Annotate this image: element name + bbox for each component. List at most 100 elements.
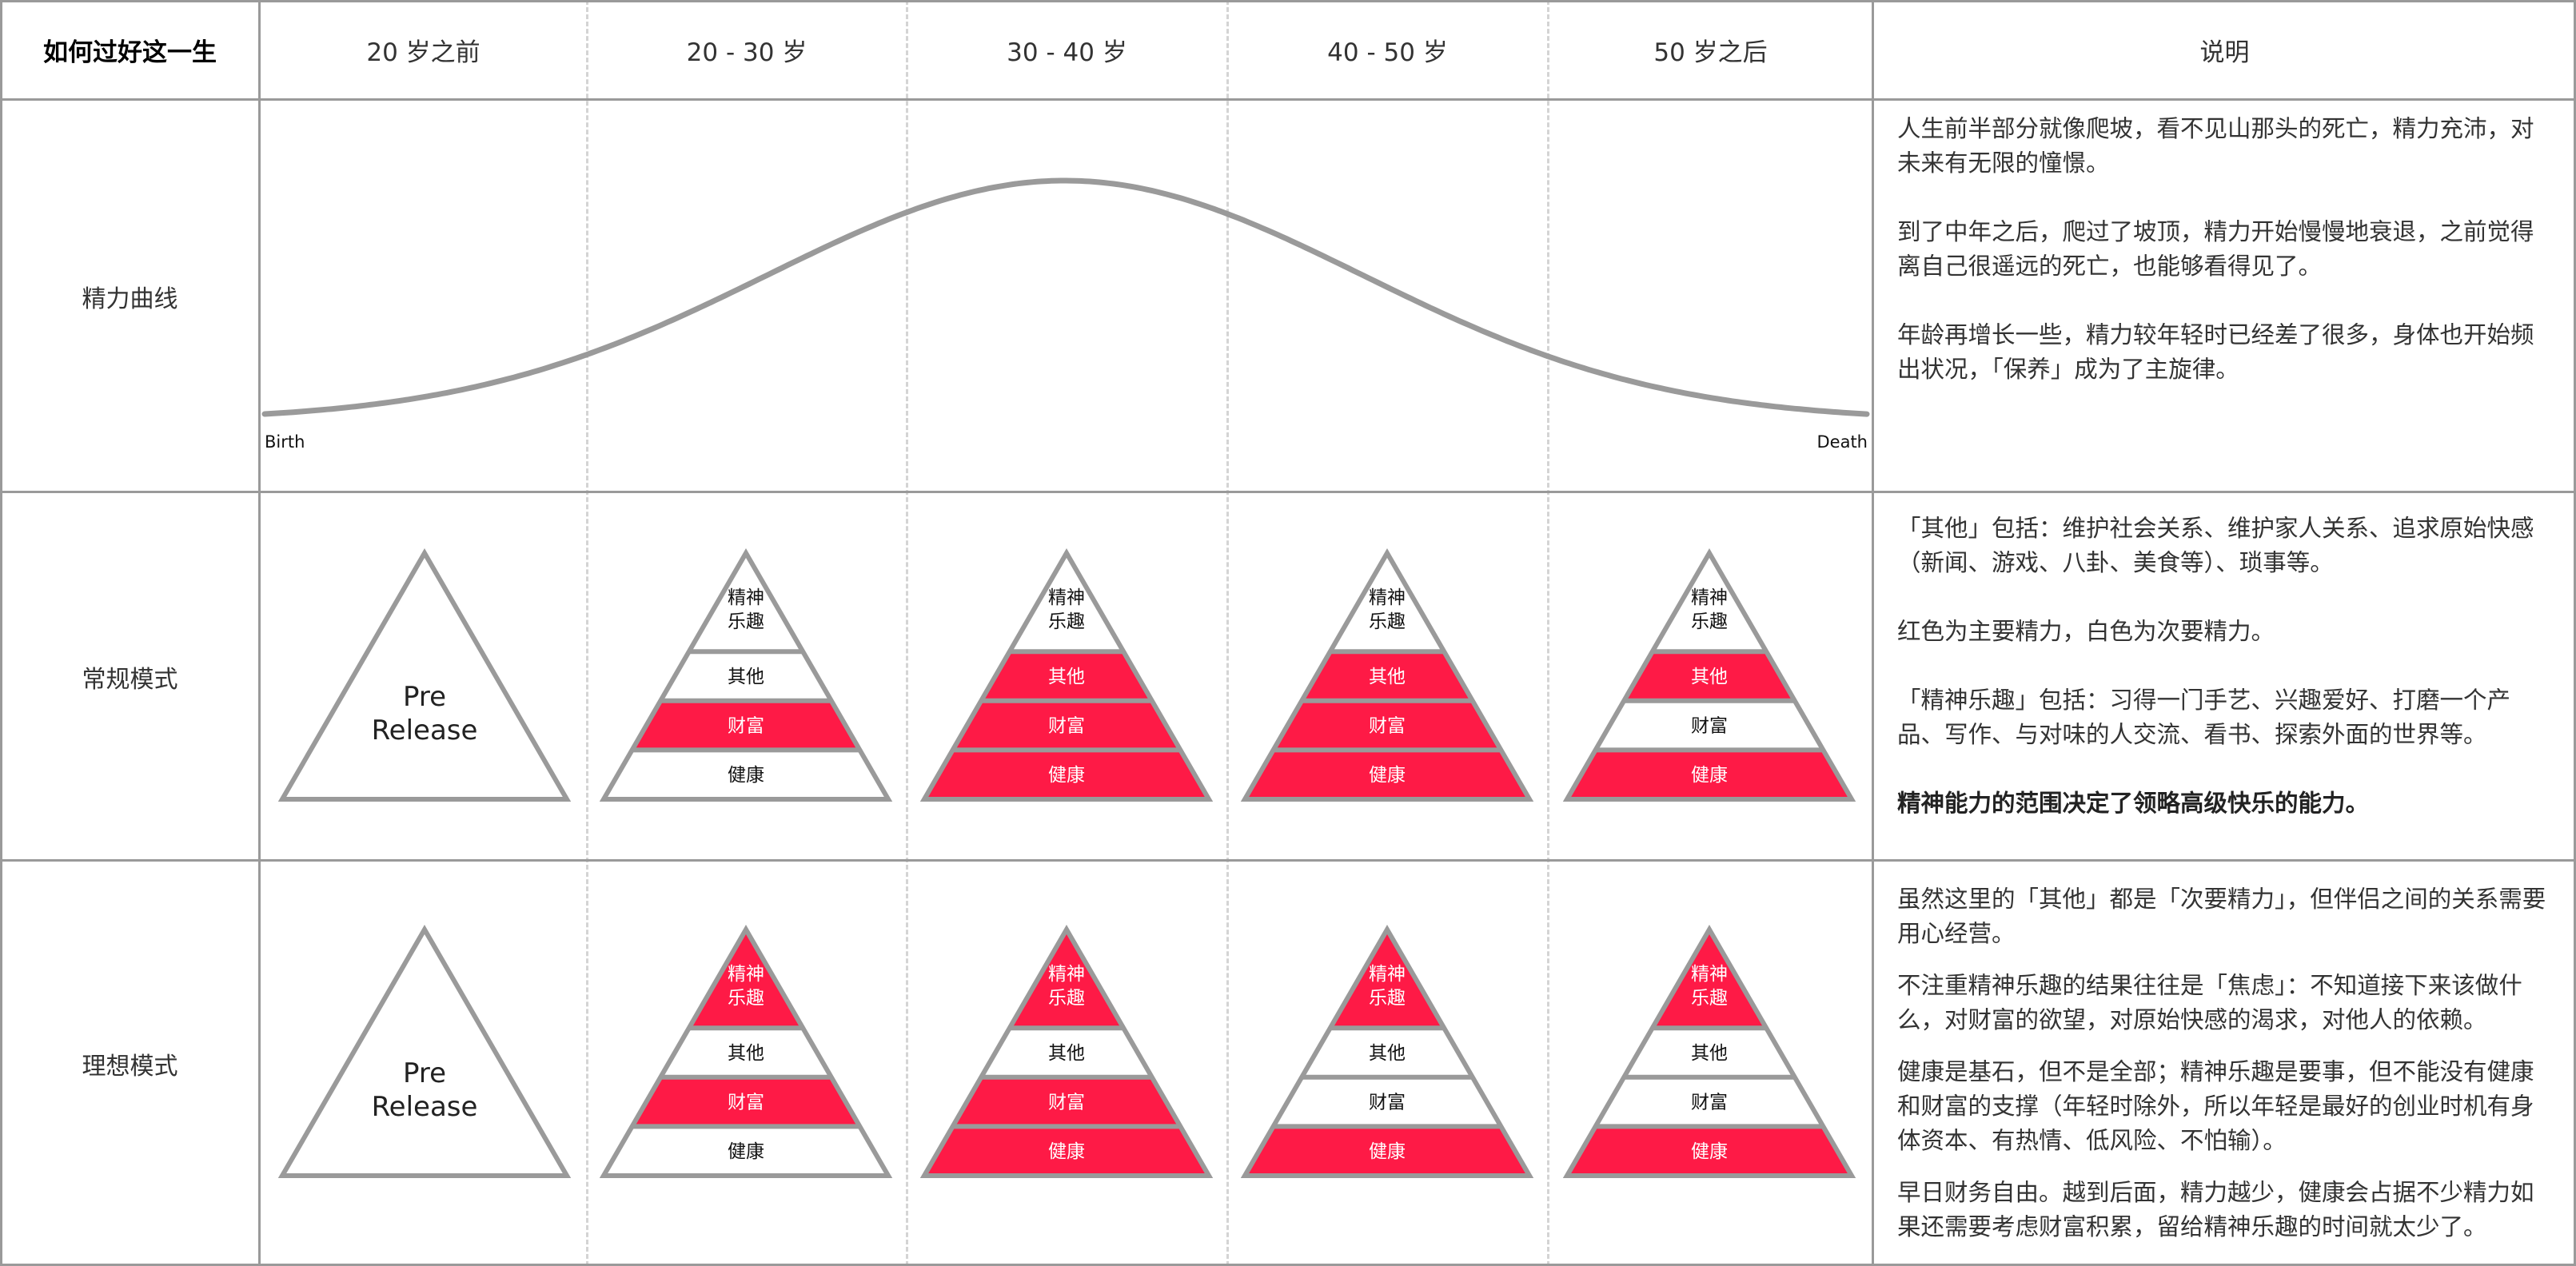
energy-curve-notes: 人生前半部分就像爬坡，看不见山那头的死亡，精力充沛，对未来有无限的憧憬。 到了中… (1873, 112, 2576, 492)
pyramid-layer-label: 精神 (1048, 964, 1085, 985)
pyramid-layer-label: 精神 (728, 587, 764, 608)
pyramid-layer-label: 财富 (728, 1093, 764, 1113)
pyramid-layer-primary (1567, 1126, 1852, 1176)
note-paragraph: 红色为主要精力，白色为次要精力。 (1897, 618, 2275, 645)
pyramid-outline (919, 925, 1214, 1178)
note-paragraph: 早日财务自由。越到后面，精力越少，健康会占据不少精力如果还需要考虑财富积累，留给… (1897, 1179, 2534, 1240)
pyramid-layer-primary (1652, 930, 1767, 1029)
pyramid-layer-primary (1273, 700, 1501, 750)
note-emphasis: 精神能力的范围决定了领略高级快乐的能力。 (1897, 790, 2370, 817)
pyramid-layer-primary (952, 700, 1181, 750)
pyramid-layer-primary (952, 1077, 1181, 1127)
table-border (0, 98, 2576, 101)
triangle-outline (277, 925, 572, 1178)
column-divider (906, 0, 908, 1266)
row-label-energy-curve: 精力曲线 (82, 285, 178, 313)
pyramid-layer-secondary (604, 1126, 888, 1176)
column-divider (1226, 0, 1229, 1266)
pyramid-layer-secondary (1652, 553, 1767, 652)
pyramid-layer-secondary (660, 651, 831, 701)
pyramid-layer-label: 其他 (1048, 667, 1085, 687)
table-border (0, 0, 2, 1266)
pyramid-layer-label: 财富 (1048, 716, 1085, 737)
pyramid-layer-secondary (1302, 1028, 1473, 1077)
pyramid-layer-label: 精神 (1369, 587, 1406, 608)
pyramid-layer-secondary (604, 750, 888, 799)
triangle-outline (277, 548, 572, 802)
pyramid-layer-primary (1330, 930, 1445, 1029)
ideal-mode-notes: 虽然这里的「其他」都是「次要精力」，但伴侣之间的关系需要用心经营。 不注重精神乐… (1873, 882, 2576, 1266)
column-header-40-50: 40 - 50 岁 (1327, 38, 1448, 67)
pre-release-label: Pre (403, 681, 446, 713)
pyramid-layer-label: 精神 (1691, 587, 1728, 608)
pyramid-layer-label: 其他 (728, 1043, 764, 1064)
pyramid-layer-label: 健康 (728, 765, 764, 786)
pyramid-layer-primary (632, 1077, 860, 1127)
column-header-under-20: 20 岁之前 (366, 38, 481, 67)
pyramid-layer-label: 健康 (1369, 1141, 1406, 1162)
pyramid-outline (599, 925, 893, 1178)
table-border (0, 1264, 2576, 1266)
pre-release-label: Release (372, 1091, 478, 1123)
note-paragraph: 健康是基石，但不是全部；精神乐趣是要事，但不能没有健康和财富的支撑（年轻时除外，… (1897, 1058, 2534, 1154)
pyramid-layer-label: 财富 (1691, 716, 1728, 737)
pyramid-layer-primary (1009, 930, 1124, 1029)
pyramid-layer-label: 其他 (1369, 667, 1406, 687)
pyramid-layer-label: 健康 (1691, 765, 1728, 786)
pyramid-layer-label: 乐趣 (1369, 988, 1406, 1009)
pyramid-layer-secondary (1330, 553, 1445, 652)
note-paragraph: 到了中年之后，爬过了坡顶，精力开始慢慢地衰退，之前觉得离自己很遥远的死亡，也能够… (1897, 218, 2534, 280)
pyramid-layer-label: 精神 (1369, 964, 1406, 985)
pyramid-layer-label: 乐趣 (1691, 611, 1728, 632)
column-header-notes: 说明 (2199, 38, 2250, 67)
pyramid-layer-label: 乐趣 (728, 611, 764, 632)
pyramid-layer-label: 精神 (1048, 587, 1085, 608)
table-border (0, 491, 2576, 493)
pre-release-label: Release (372, 715, 478, 746)
pyramid-layer-label: 其他 (1691, 667, 1728, 687)
pyramid-layer-secondary (1595, 700, 1824, 750)
note-paragraph: 「其他」包括：维护社会关系、维护家人关系、追求原始快感（新闻、游戏、八卦、美食等… (1897, 515, 2534, 576)
note-paragraph: 不注重精神乐趣的结果往往是「焦虑」：不知道接下来该做什么，对财富的欲望，对原始快… (1897, 972, 2522, 1033)
pyramid-layer-label: 乐趣 (1048, 988, 1085, 1009)
pyramid-layer-label: 乐趣 (728, 988, 764, 1009)
table-border (258, 0, 261, 1266)
note-paragraph: 人生前半部分就像爬坡，看不见山那头的死亡，精力充沛，对未来有无限的憧憬。 (1897, 115, 2534, 177)
pyramid-layer-label: 健康 (1048, 1141, 1085, 1162)
pyramid-layer-secondary (1273, 1077, 1501, 1127)
pyramid-outline (1562, 548, 1856, 802)
table-border (0, 859, 2576, 862)
pyramid-layer-label: 精神 (728, 964, 764, 985)
row-label-normal-mode: 常规模式 (82, 665, 178, 694)
pyramid-layer-label: 其他 (1369, 1043, 1406, 1064)
column-divider (586, 0, 588, 1266)
pyramid-layer-label: 精神 (1691, 964, 1728, 985)
pyramid-layer-secondary (1624, 1028, 1795, 1077)
pyramid-layer-label: 乐趣 (1691, 988, 1728, 1009)
pyramid-layer-label: 健康 (1369, 765, 1406, 786)
table-title: 如何过好这一生 (43, 38, 217, 67)
column-header-30-40: 30 - 40 岁 (1007, 38, 1127, 67)
pyramid-layer-label: 健康 (728, 1141, 764, 1162)
energy-curve-line (261, 177, 1870, 417)
pyramid-layer-primary (688, 930, 804, 1029)
row-label-ideal-mode: 理想模式 (82, 1052, 178, 1081)
pyramid-layer-label: 健康 (1048, 765, 1085, 786)
pyramid-layer-label: 其他 (1048, 1043, 1085, 1064)
pyramid-layer-primary (1245, 1126, 1529, 1176)
pyramid-layer-primary (632, 700, 860, 750)
table-border (1872, 0, 1874, 1266)
pyramid-layer-label: 健康 (1691, 1141, 1728, 1162)
pyramid-layer-secondary (688, 553, 804, 652)
pyramid-layer-primary (1567, 750, 1852, 799)
pyramid-layer-label: 财富 (1369, 716, 1406, 737)
